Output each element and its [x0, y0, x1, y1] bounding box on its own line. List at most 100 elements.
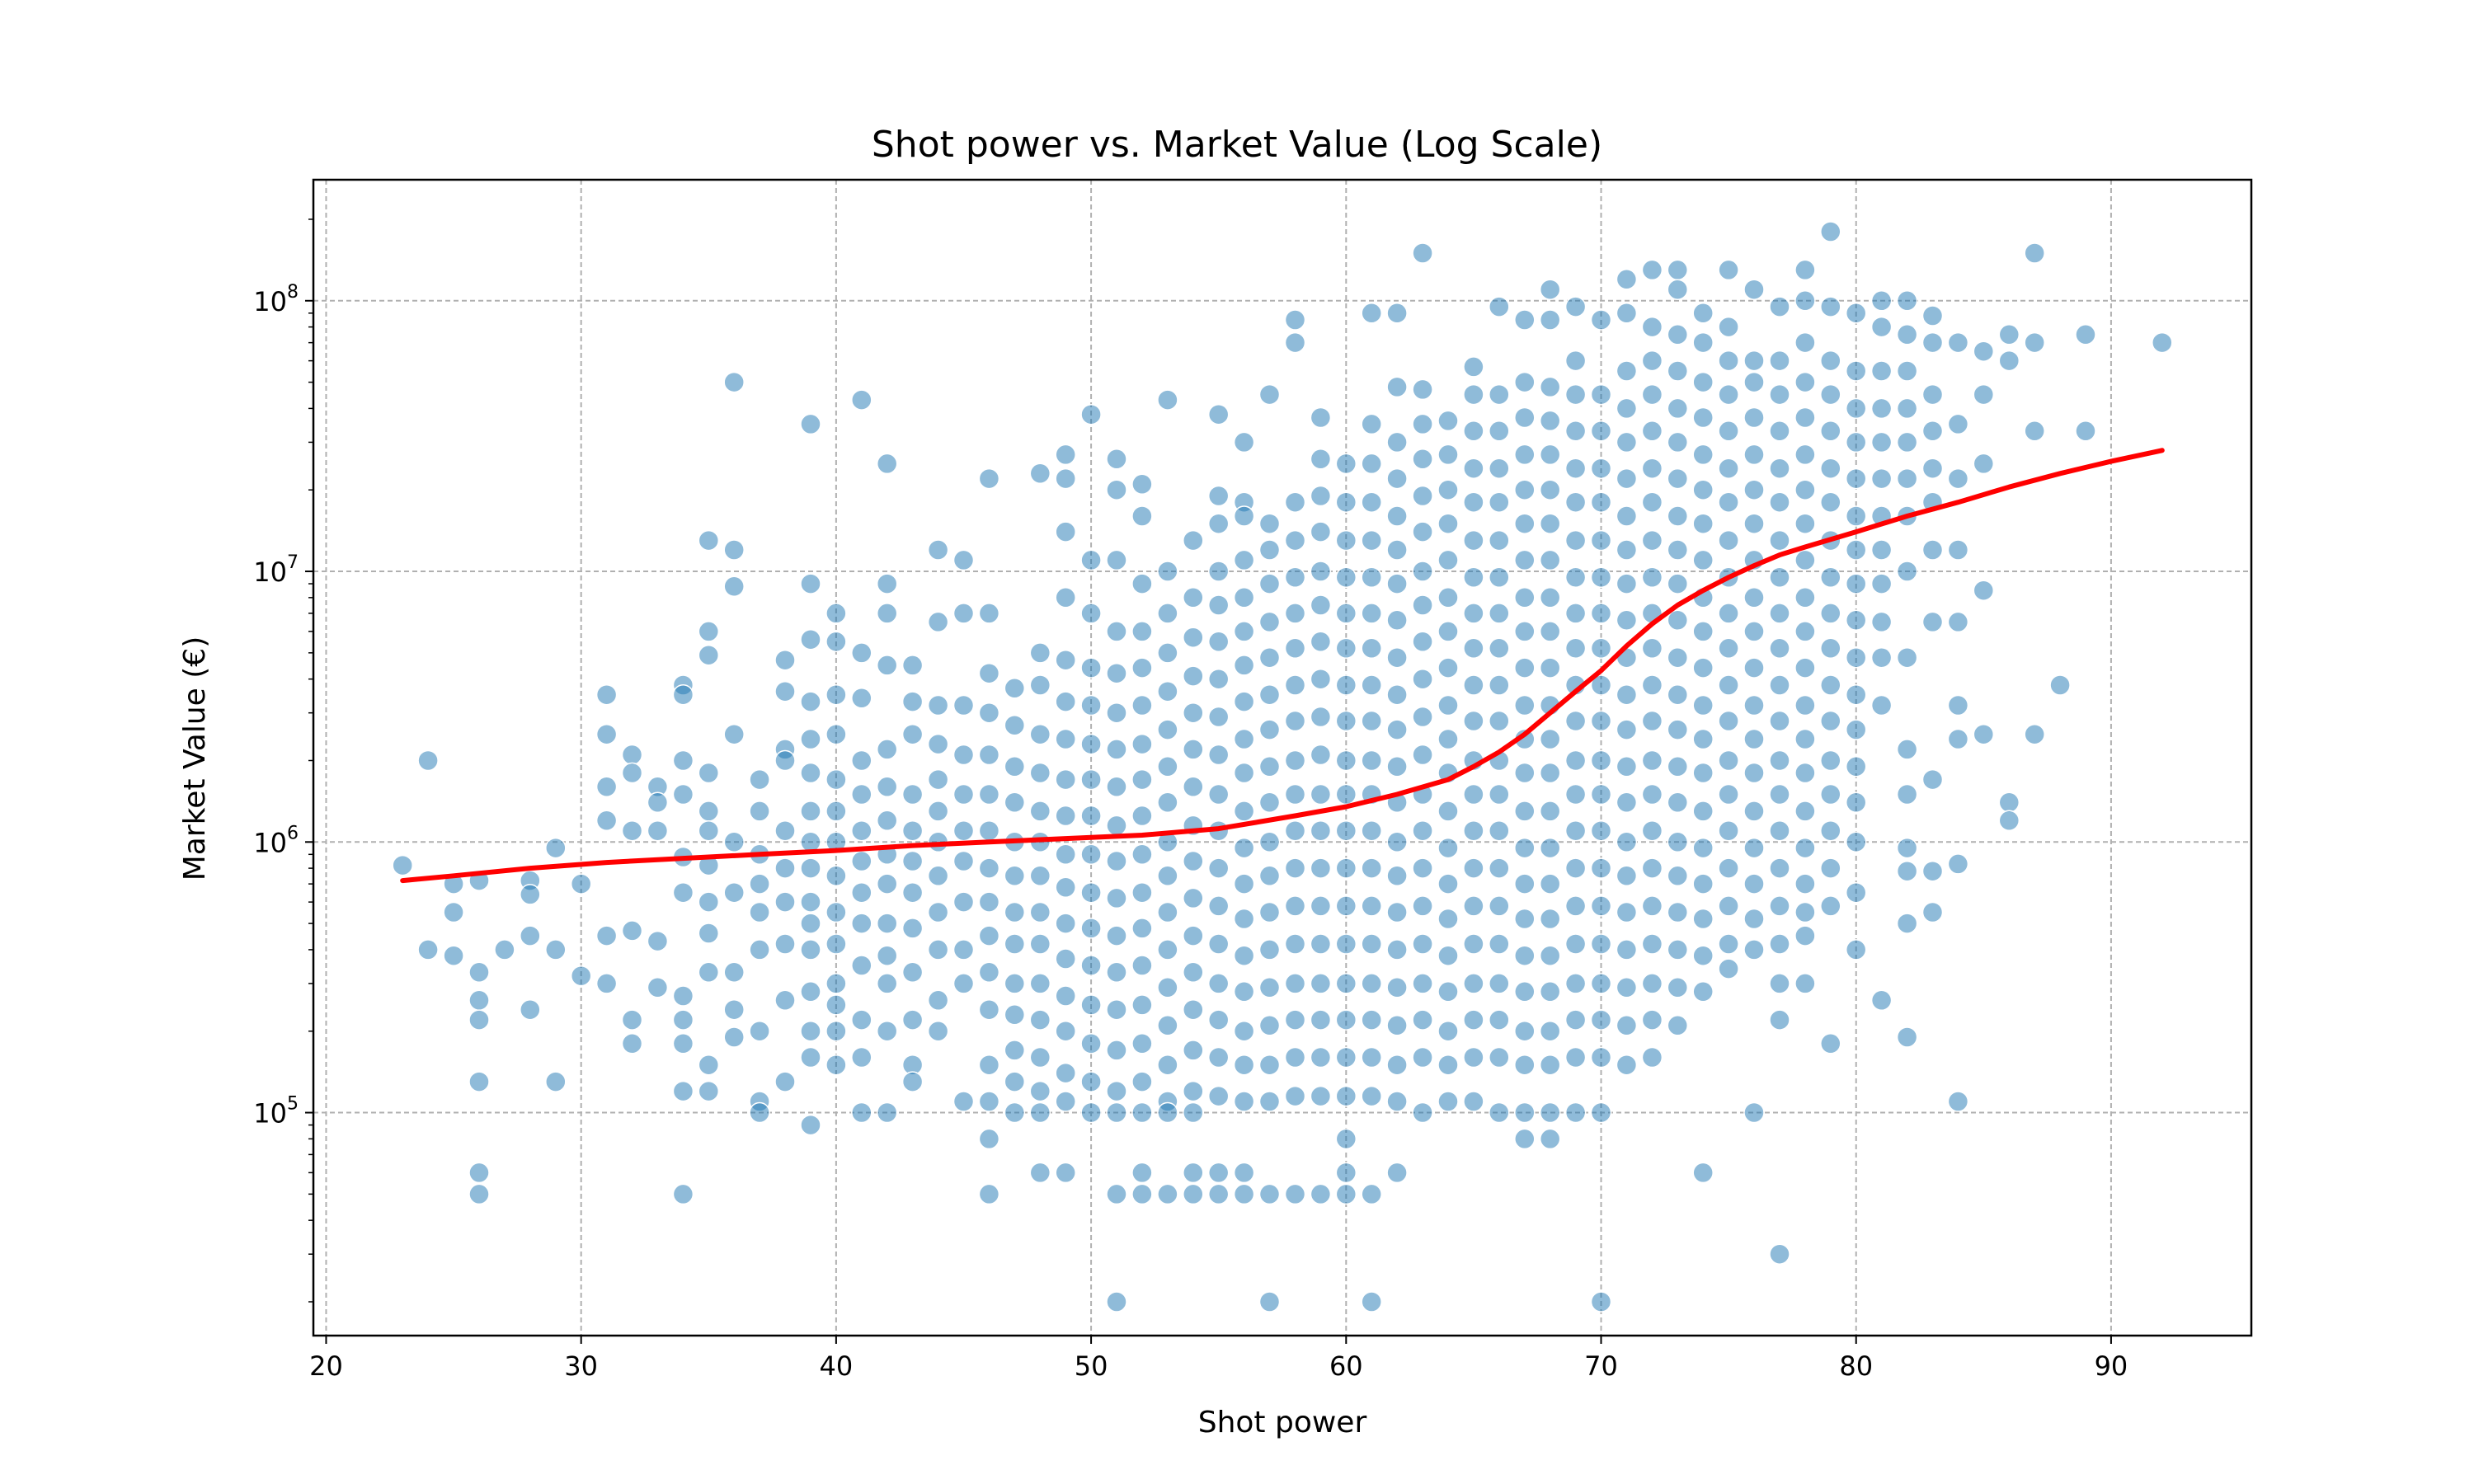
scatter-point: [1183, 1040, 1204, 1061]
scatter-point: [1514, 309, 1536, 331]
scatter-point: [1233, 945, 1255, 966]
scatter-point: [1106, 549, 1127, 571]
scatter-point: [1055, 1020, 1076, 1042]
scatter-point: [1998, 810, 2020, 832]
scatter-point: [1412, 448, 1433, 470]
scatter-point: [851, 850, 872, 872]
scatter-point: [825, 1020, 847, 1042]
scatter-point: [876, 873, 898, 895]
scatter-point: [1616, 397, 1638, 420]
scatter-point: [1692, 444, 1714, 466]
scatter-point: [1258, 1291, 1281, 1313]
scatter-point: [851, 881, 872, 904]
scatter-point: [1667, 756, 1689, 777]
scatter-point: [1794, 331, 1816, 354]
scatter-point: [1896, 431, 1918, 453]
scatter-point: [1718, 958, 1739, 979]
scatter-point: [1539, 279, 1561, 300]
scatter-point: [1233, 505, 1255, 527]
scatter-point: [647, 977, 669, 998]
scatter-point: [749, 801, 770, 822]
scatter-point: [1870, 646, 1893, 669]
scatter-point: [1641, 458, 1663, 479]
scatter-point: [1437, 621, 1459, 642]
scatter-point: [901, 881, 924, 904]
scatter-point: [876, 973, 898, 994]
scatter-point: [1743, 728, 1765, 750]
scatter-point: [825, 973, 847, 994]
scatter-point: [876, 655, 898, 676]
scatter-point: [723, 371, 745, 393]
scatter-point: [672, 1033, 694, 1054]
scatter-point: [1055, 805, 1076, 827]
scatter-point: [1641, 710, 1663, 732]
scatter-point: [1233, 1162, 1255, 1184]
scatter-point: [1106, 662, 1127, 684]
scatter-point: [1539, 549, 1561, 571]
scatter-point: [1131, 805, 1153, 827]
scatter-point: [621, 1033, 643, 1054]
scatter-point: [1386, 756, 1408, 777]
scatter-point: [1207, 1183, 1230, 1205]
scatter-point: [1845, 719, 1867, 740]
scatter-point: [1743, 513, 1765, 534]
scatter-point: [1590, 420, 1612, 442]
scatter-point: [952, 744, 975, 766]
scatter-point: [1055, 649, 1076, 671]
scatter-point: [1361, 1291, 1382, 1313]
scatter-point: [1616, 831, 1638, 853]
scatter-point: [1437, 1054, 1459, 1076]
scatter-point: [723, 723, 745, 745]
scatter-point: [1590, 819, 1612, 842]
scatter-point: [1820, 674, 1841, 696]
scatter-point: [1463, 356, 1484, 378]
scatter-point: [1667, 259, 1689, 281]
scatter-point: [1667, 865, 1689, 887]
scatter-point: [595, 723, 618, 745]
scatter-point: [1029, 973, 1051, 994]
scatter-point: [978, 891, 1000, 913]
scatter-point: [1258, 539, 1281, 561]
scatter-point: [1386, 609, 1408, 632]
scatter-point: [901, 691, 924, 712]
scatter-point: [1437, 801, 1459, 822]
scatter-point: [901, 723, 924, 745]
scatter-point: [749, 901, 770, 923]
scatter-point: [1718, 350, 1739, 372]
scatter-point: [1692, 406, 1714, 429]
scatter-point: [927, 694, 949, 716]
scatter-point: [1183, 665, 1204, 687]
scatter-point: [1947, 413, 1969, 435]
scatter-point: [1769, 973, 1790, 994]
scatter-point: [1616, 756, 1638, 777]
scatter-point: [1310, 706, 1332, 728]
scatter-point: [1514, 444, 1536, 466]
scatter-point: [825, 723, 847, 745]
scatter-point: [1437, 908, 1459, 930]
scatter-point: [1361, 973, 1382, 994]
scatter-point: [1055, 948, 1076, 970]
scatter-point: [1386, 303, 1408, 324]
scatter-point: [952, 549, 975, 571]
scatter-point: [1335, 529, 1357, 552]
scatter-point: [1207, 973, 1230, 994]
scatter-point: [1692, 981, 1714, 1003]
scatter-point: [1233, 728, 1255, 750]
scatter-point: [1183, 1080, 1204, 1102]
scatter-point: [825, 631, 847, 653]
scatter-point: [1692, 513, 1714, 534]
scatter-point: [800, 762, 821, 784]
scatter-point: [1131, 694, 1153, 716]
scatter-point: [1335, 674, 1357, 696]
scatter-point: [1489, 933, 1510, 955]
scatter-point: [800, 1020, 821, 1042]
scatter-point: [952, 603, 975, 624]
scatter-point: [1207, 1085, 1230, 1107]
scatter-point: [1106, 1101, 1127, 1124]
scatter-point: [1233, 873, 1255, 895]
scatter-point: [1233, 1020, 1255, 1042]
scatter-point: [1896, 467, 1918, 490]
scatter-point: [800, 728, 821, 750]
scatter-point: [876, 1101, 898, 1124]
scatter-point: [1029, 674, 1051, 696]
